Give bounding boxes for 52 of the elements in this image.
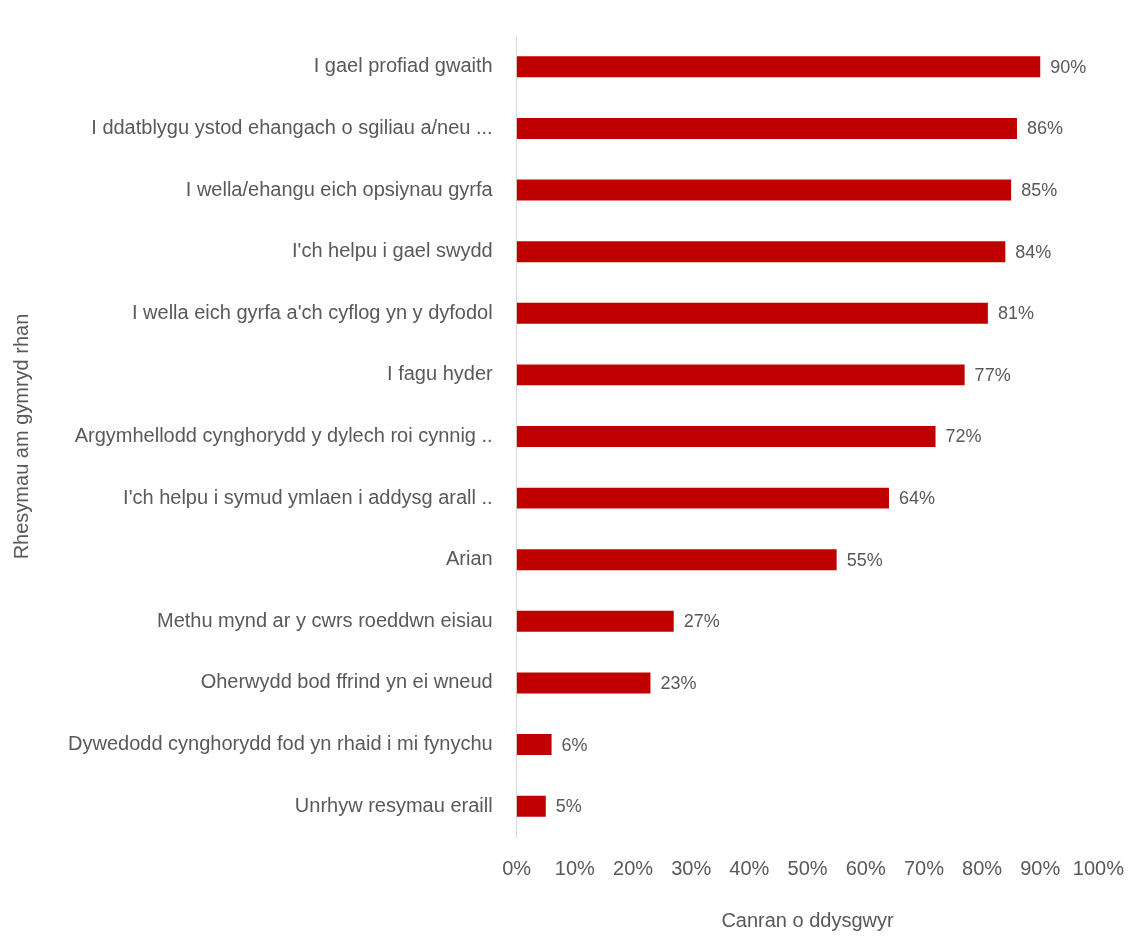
bar (516, 549, 837, 571)
bar (516, 487, 889, 509)
x-tick-label: 80% (962, 856, 1003, 879)
y-tick-label: Arian (445, 547, 493, 570)
bar (516, 302, 988, 324)
bar (516, 241, 1006, 263)
data-label: 6% (561, 734, 588, 755)
bar (516, 672, 651, 694)
data-label: 55% (846, 549, 883, 570)
y-tick-label: I wella/ehangu eich opsiynau gyrfa (185, 177, 494, 200)
data-label: 77% (974, 364, 1011, 385)
x-tick-label: 100% (1072, 856, 1125, 879)
y-tick-label: I fagu hyder (387, 362, 494, 385)
y-tick-label: Oherwydd bod ffrind yn ei wneud (200, 670, 493, 693)
data-label: 86% (1026, 118, 1064, 139)
data-label: 23% (660, 672, 697, 693)
y-tick-label: Argymhellodd cynghorydd y dylech roi cynnig .. (74, 424, 493, 447)
x-tick-label: 50% (787, 856, 828, 879)
x-tick-label: 20% (613, 856, 654, 879)
data-label: 27% (683, 611, 720, 632)
data-label: 64% (898, 488, 936, 509)
x-tick-label: 60% (845, 856, 886, 879)
bar (516, 364, 965, 386)
x-tick-label: 10% (554, 856, 596, 879)
x-axis-title: Canran o ddysgwyr (721, 908, 895, 931)
data-label: 72% (945, 426, 982, 447)
bar (516, 795, 546, 817)
y-axis-title: Rhesymau am gymryd rhan (9, 313, 32, 560)
x-tick-label: 90% (1020, 856, 1061, 879)
bar (516, 117, 1017, 139)
data-label: 84% (1015, 241, 1052, 262)
bar (516, 610, 674, 632)
bar (516, 734, 552, 756)
y-tick-label: I ddatblygu ystod ehangach o sgiliau a/neu ... (91, 115, 493, 138)
y-tick-label: Dywedodd cynghorydd fod yn rhaid i mi fynychu (68, 732, 493, 755)
bar (516, 56, 1041, 78)
bar (516, 179, 1012, 201)
data-label: 85% (1021, 180, 1058, 201)
x-tick-label: 40% (729, 856, 770, 879)
x-tick-label: 0% (502, 856, 532, 879)
y-tick-label: Unrhyw resymau eraill (294, 793, 493, 816)
y-tick-label: I gael profiad gwaith (313, 54, 493, 77)
y-tick-label: Methu mynd ar y cwrs roeddwn eisiau (156, 608, 493, 631)
bar (516, 426, 936, 447)
y-tick-label: I'ch helpu i symud ymlaen i addysg arall .. (123, 485, 493, 508)
x-tick-label: 70% (903, 856, 945, 879)
y-tick-label: I wella eich gyrfa a'ch cyflog yn y dyfodol (132, 300, 493, 323)
data-label: 81% (997, 303, 1034, 324)
data-label: 5% (555, 796, 582, 817)
data-label: 90% (1050, 56, 1087, 77)
x-tick-label: 30% (671, 856, 712, 879)
y-tick-label: I'ch helpu i gael swydd (292, 239, 493, 262)
